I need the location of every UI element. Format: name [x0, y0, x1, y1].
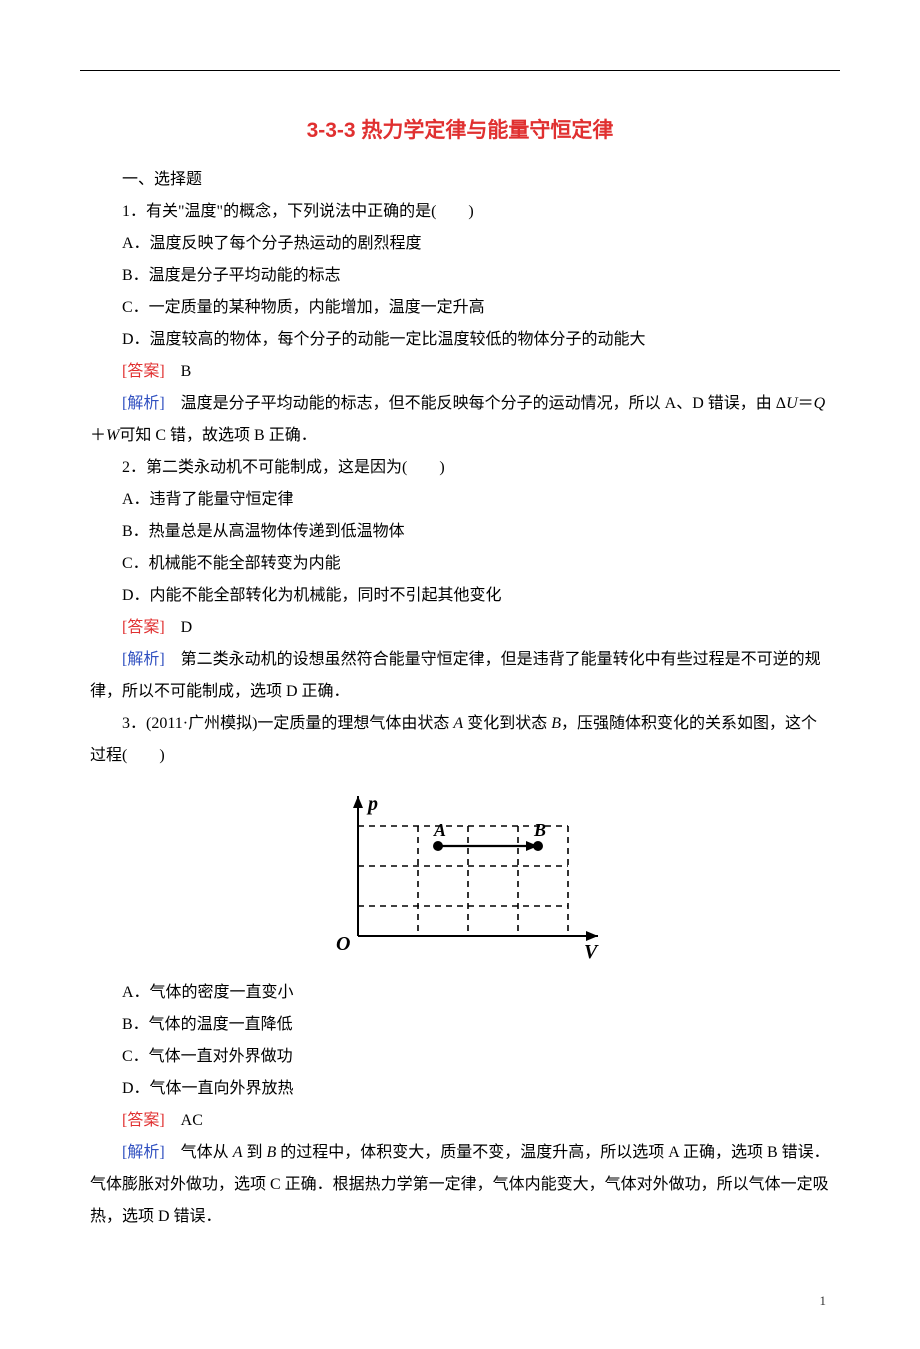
answer-label: [答案] — [122, 1112, 181, 1129]
q2-opt-c: C．机械能不能全部转变为内能 — [90, 548, 830, 580]
var-q: Q — [814, 395, 826, 412]
answer-label: [答案] — [122, 363, 181, 380]
q1-answer-line: [答案] B — [90, 356, 830, 388]
plus-sign: ＋ — [90, 427, 106, 444]
svg-text:A: A — [433, 820, 446, 840]
svg-text:V: V — [584, 941, 599, 963]
document-title: 3-3-3 热力学定律与能量守恒定律 — [90, 114, 830, 144]
q3-stem-mid: 变化到状态 — [463, 715, 551, 732]
q2-stem: 2．第二类永动机不可能制成，这是因为( ) — [90, 452, 830, 484]
q3-opt-a: A．气体的密度一直变小 — [90, 977, 830, 1009]
svg-text:p: p — [366, 793, 378, 815]
q3-stem-b: B — [551, 715, 561, 732]
q3-opt-c: C．气体一直对外界做功 — [90, 1041, 830, 1073]
section-heading: 一、选择题 — [90, 164, 830, 196]
q3-stem-a: A — [453, 715, 463, 732]
q2-opt-d: D．内能不能全部转化为机械能，同时不引起其他变化 — [90, 580, 830, 612]
q1-answer: B — [181, 363, 192, 380]
q2-opt-b: B．热量总是从高温物体传递到低温物体 — [90, 516, 830, 548]
top-border — [80, 70, 840, 71]
var-w: W — [106, 427, 119, 444]
q2-opt-a: A．违背了能量守恒定律 — [90, 484, 830, 516]
q1-parse-text: 温度是分子平均动能的标志，但不能反映每个分子的运动情况，所以 A、D 错误，由 … — [181, 395, 786, 412]
q1-opt-a: A．温度反映了每个分子热运动的剧烈程度 — [90, 228, 830, 260]
pv-diagram-svg: A Bp V O — [310, 784, 610, 964]
svg-text:B: B — [533, 820, 546, 840]
q3-stem: 3．(2011·广州模拟)一定质量的理想气体由状态 A 变化到状态 B，压强随体… — [90, 708, 830, 772]
parse-label: [解析] — [122, 651, 181, 668]
answer-label: [答案] — [122, 619, 181, 636]
q1-parse: [解析] 温度是分子平均动能的标志，但不能反映每个分子的运动情况，所以 A、D … — [90, 388, 830, 452]
parse-label: [解析] — [122, 395, 181, 412]
svg-text:O: O — [336, 933, 350, 955]
q2-parse: [解析] 第二类永动机的设想虽然符合能量守恒定律，但是违背了能量转化中有些过程是… — [90, 644, 830, 708]
q3-answer: AC — [181, 1112, 203, 1129]
q2-answer-line: [答案] D — [90, 612, 830, 644]
eq-sign: ＝ — [798, 395, 814, 412]
q3-parse-b: B — [266, 1144, 276, 1161]
q2-parse-text: 第二类永动机的设想虽然符合能量守恒定律，但是违背了能量转化中有些过程是不可逆的规… — [90, 651, 821, 700]
q1-opt-b: B．温度是分子平均动能的标志 — [90, 260, 830, 292]
q3-parse-mid: 到 — [242, 1144, 266, 1161]
q1-opt-c: C．一定质量的某种物质，内能增加，温度一定升高 — [90, 292, 830, 324]
q3-opt-d: D．气体一直向外界放热 — [90, 1073, 830, 1105]
q1-opt-d: D．温度较高的物体，每个分子的动能一定比温度较低的物体分子的动能大 — [90, 324, 830, 356]
q3-parse: [解析] 气体从 A 到 B 的过程中，体积变大，质量不变，温度升高，所以选项 … — [90, 1137, 830, 1233]
pv-diagram: A Bp V O — [90, 784, 830, 969]
parse-label: [解析] — [122, 1144, 181, 1161]
q1-parse-tail: 可知 C 错，故选项 B 正确． — [119, 427, 316, 444]
q3-parse-pre: 气体从 — [181, 1144, 233, 1161]
q3-stem-pre: 3．(2011·广州模拟)一定质量的理想气体由状态 — [122, 715, 453, 732]
q1-stem: 1．有关"温度"的概念，下列说法中正确的是( ) — [90, 196, 830, 228]
q3-parse-a: A — [233, 1144, 243, 1161]
page-number: 1 — [90, 1293, 830, 1309]
q3-opt-b: B．气体的温度一直降低 — [90, 1009, 830, 1041]
q3-answer-line: [答案] AC — [90, 1105, 830, 1137]
q2-answer: D — [181, 619, 193, 636]
var-u: U — [786, 395, 798, 412]
